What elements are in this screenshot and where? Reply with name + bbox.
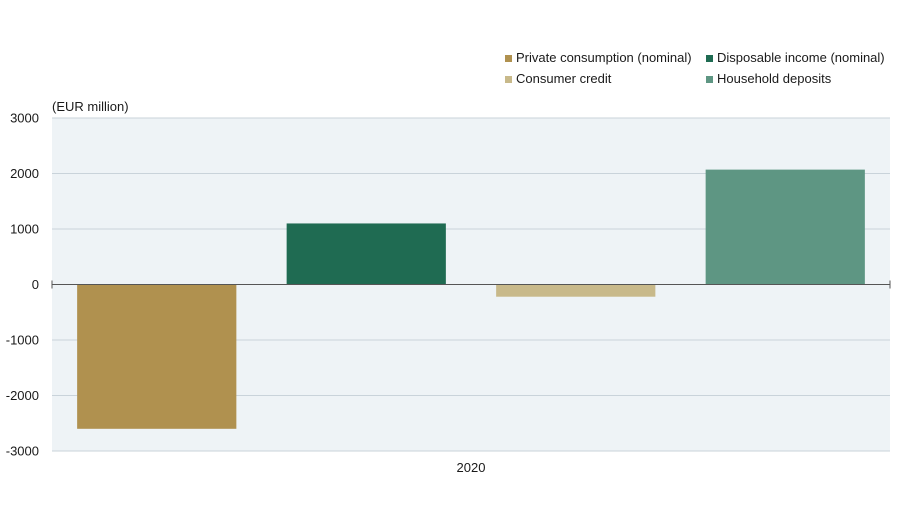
legend-swatch: [505, 55, 512, 62]
y-tick-label: -2000: [6, 388, 39, 403]
legend-label: Disposable income (nominal): [717, 50, 885, 65]
y-tick-label: -1000: [6, 333, 39, 348]
legend-swatch: [706, 55, 713, 62]
bar-disposable-income-nominal: [286, 223, 446, 285]
unit-label: (EUR million): [52, 99, 129, 114]
legend-label: Consumer credit: [516, 71, 612, 86]
y-tick-label: 2000: [10, 166, 39, 181]
legend: Private consumption (nominal) Disposable …: [505, 50, 885, 86]
bar-consumer-credit: [496, 284, 656, 297]
legend-swatch: [706, 76, 713, 83]
y-axis-ticks: 3000 2000 1000 0 -1000 -2000 -3000: [6, 111, 891, 459]
y-tick-label: 3000: [10, 111, 39, 126]
bar-private-consumption-nominal: [77, 284, 237, 429]
bar-household-deposits: [705, 169, 865, 285]
y-tick-label: 1000: [10, 222, 39, 237]
y-tick-label: -3000: [6, 444, 39, 459]
legend-label: Private consumption (nominal): [516, 50, 692, 65]
legend-label: Household deposits: [717, 71, 832, 86]
legend-swatch: [505, 76, 512, 83]
category-label: 2020: [457, 460, 486, 475]
y-tick-label: 0: [32, 277, 39, 292]
bars: [77, 169, 865, 429]
